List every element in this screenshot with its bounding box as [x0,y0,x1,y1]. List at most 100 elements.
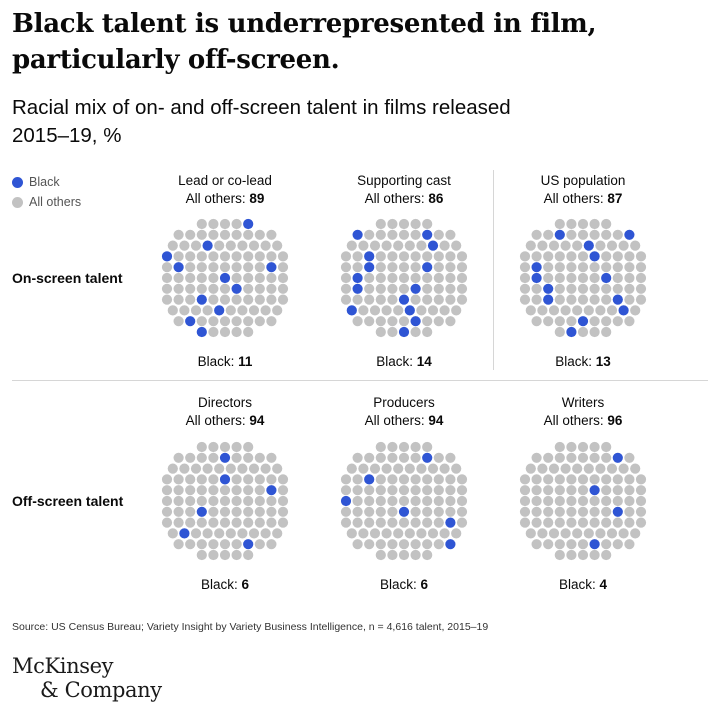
dot-black [624,229,635,240]
black-label: Black: [555,354,592,369]
dot-others [167,463,178,474]
dot-others [375,326,386,338]
dot-others [601,294,612,305]
dot-others [548,240,560,251]
panel-footer: Black: 11 [140,353,310,371]
dot-others [398,262,410,273]
dot-others [352,452,363,463]
dot-others [422,272,433,284]
dot-others [231,441,242,453]
dot-others [167,305,178,316]
dot-others [243,272,254,284]
dot-others [589,272,600,284]
dot-others [422,326,433,338]
dot-others [173,452,184,463]
dot-others [375,316,386,327]
dot-others [439,463,450,474]
dot-others [266,316,277,327]
dot-others [612,262,623,273]
black-value: 11 [238,354,253,369]
dot-black [196,326,207,338]
dot-others [416,305,427,316]
black-label: Black: [379,577,417,592]
dot-others [375,441,386,453]
dot-others [219,229,231,240]
dot-others [352,485,363,496]
dot-others [375,495,386,507]
dot-others [190,463,202,474]
dot-others [456,283,468,294]
dot-others [375,251,386,262]
dot-others [173,517,184,528]
dot-others [410,251,421,262]
dot-others [456,272,468,284]
dot-others [531,452,542,463]
headline-line-2: particularly off-screen. [12,45,340,75]
dot-others [214,528,225,539]
dot-others [618,528,629,539]
dot-others [231,326,242,338]
dot-black [173,262,184,273]
dot-others [554,262,565,273]
dot-black [543,283,554,294]
black-value: 6 [241,577,250,592]
dot-others [398,495,410,507]
dot-others [219,495,231,507]
dot-others [456,517,468,528]
dot-others [369,305,381,316]
dot-others [624,251,635,262]
dot-others [548,528,560,539]
dot-others [161,485,173,496]
dot-others [601,452,612,463]
dot-others [427,305,439,316]
dot-others [601,283,612,294]
chart-title-line-1: Racial mix of on- and off-screen talent … [12,96,511,119]
dot-others [352,539,363,550]
dot-others [167,240,178,251]
dot-others [196,251,207,262]
chart-title-unit: % [103,124,122,147]
panel-others: All others: 89 [140,190,310,208]
dot-others [173,485,184,496]
dot-others [525,305,536,316]
dot-others [554,485,565,496]
dot-others [589,506,600,517]
dot-black [398,506,410,517]
dot-black [185,316,196,327]
dot-others [445,229,456,240]
dot-others [208,485,219,496]
dot-others [254,294,265,305]
dot-others [225,463,236,474]
dot-others [185,485,196,496]
dot-black [589,251,600,262]
dot-others [422,549,433,561]
dot-others [358,240,369,251]
dot-others [243,283,254,294]
dot-others [173,283,184,294]
dot-others [364,452,375,463]
dot-others [577,262,589,273]
panel-header: Supporting cast All others: 86 [319,172,489,208]
dot-others [537,240,548,251]
dot-others [589,474,600,485]
dot-others [433,474,444,485]
dot-others [519,294,531,305]
dot-others [196,539,207,550]
dot-others [185,474,196,485]
others-label: All others: [364,413,425,428]
dot-others [364,272,375,284]
others-label: All others: [543,413,604,428]
dot-others [208,452,219,463]
dot-others [456,251,468,262]
dot-others [196,441,207,453]
dot-others [248,305,260,316]
dot-black [422,452,433,463]
dot-others [635,485,647,496]
dot-others [358,305,369,316]
dot-others [456,495,468,507]
dot-others [254,316,265,327]
dot-others [612,539,623,550]
dot-others [519,474,531,485]
dot-others [185,294,196,305]
dot-black [410,283,421,294]
